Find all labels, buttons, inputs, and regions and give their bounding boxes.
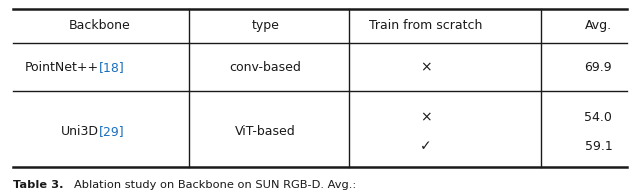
Text: Table 3.: Table 3. [13,180,63,190]
Text: [29]: [29] [99,125,125,138]
Text: conv-based: conv-based [230,61,301,74]
Text: PointNet++: PointNet++ [25,61,99,74]
Text: Avg.: Avg. [585,19,612,32]
Text: type: type [252,19,280,32]
Text: Uni3D: Uni3D [61,125,99,138]
Text: 54.0: 54.0 [584,111,612,124]
Text: Ablation study on Backbone on SUN RGB-D. Avg.:: Ablation study on Backbone on SUN RGB-D.… [74,180,356,190]
Text: ×: × [420,111,431,125]
Text: 59.1: 59.1 [584,140,612,152]
Text: ✓: ✓ [420,139,431,153]
Text: 69.9: 69.9 [584,61,612,74]
Text: ×: × [420,61,431,75]
Text: Train from scratch: Train from scratch [369,19,483,32]
Text: ViT-based: ViT-based [236,125,296,138]
Text: Table 3.  Ablation study on Backbone on SUN RGB-D. Avg.:: Table 3. Ablation study on Backbone on S… [13,180,346,190]
Text: Backbone: Backbone [68,19,130,32]
Text: [18]: [18] [99,61,125,74]
